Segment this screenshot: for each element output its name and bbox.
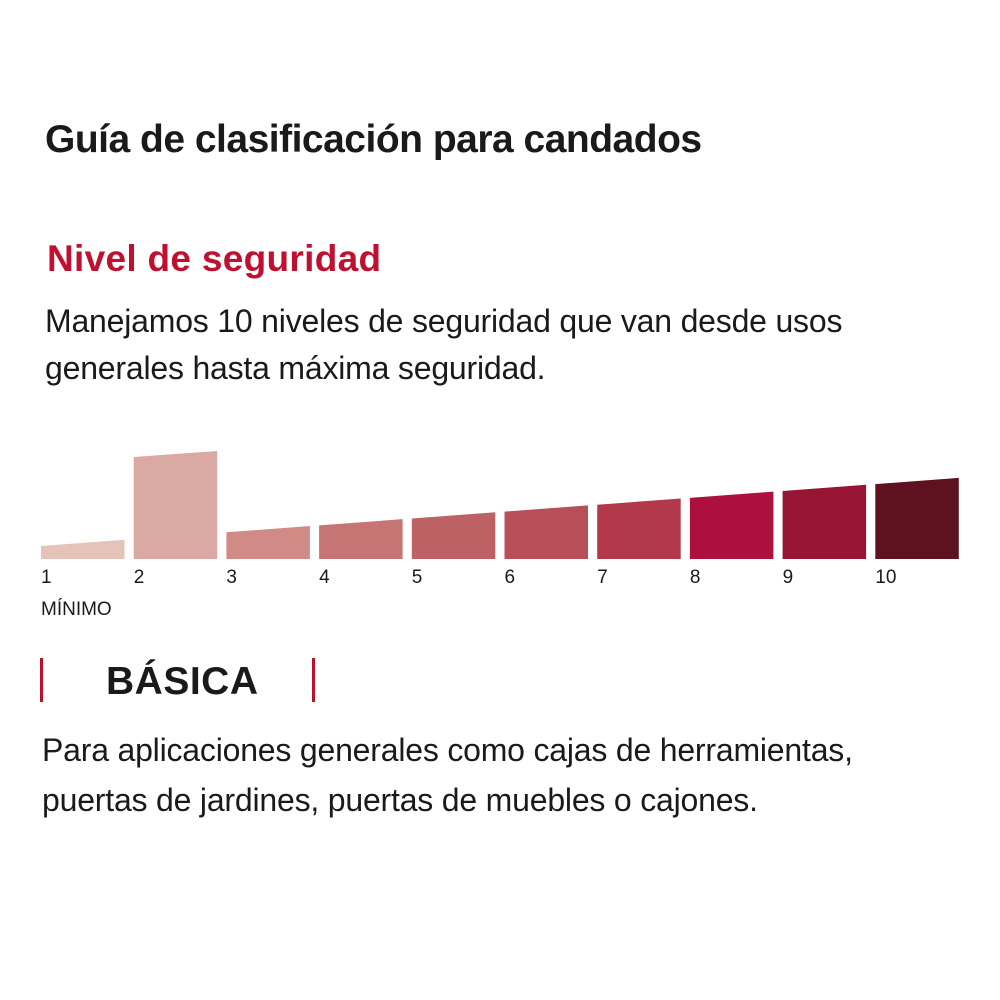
- tick-label: 4: [319, 567, 330, 588]
- tick-label: 5: [412, 567, 423, 588]
- description-line: generales hasta máxima seguridad.: [45, 350, 546, 386]
- bar-level-7: [597, 498, 681, 559]
- min-label: MÍNIMO: [41, 599, 112, 620]
- section-heading: Nivel de seguridad: [47, 238, 382, 279]
- level-label: BÁSICA: [40, 658, 316, 703]
- bar-level-9: [782, 484, 867, 559]
- tick-label: 6: [505, 567, 516, 588]
- page-title: Guía de clasificación para candados: [45, 118, 702, 161]
- description-line: Manejamos 10 niveles de seguridad que va…: [45, 303, 843, 339]
- tick-label: 2: [134, 567, 145, 588]
- description-line: puertas de jardines, puertas de muebles …: [42, 782, 758, 818]
- bar-level-8: [689, 491, 774, 559]
- bar-level-4: [319, 519, 403, 559]
- bar-level-10: [875, 477, 959, 559]
- bar-level-1: [41, 539, 125, 559]
- left-accent-bar: [40, 658, 43, 702]
- tick-label: 1: [41, 567, 52, 588]
- security-level-chart: 1 2 3 4 5 6 7 8 9 10 MÍNIMO: [41, 451, 959, 620]
- right-accent-bar: [312, 658, 315, 702]
- bar-level-5: [411, 512, 496, 559]
- description-line: Para aplicaciones generales como cajas d…: [42, 732, 853, 768]
- tick-label: 8: [690, 567, 701, 588]
- tick-label: 3: [226, 567, 237, 588]
- tick-label: 9: [783, 567, 794, 588]
- bar-level-2: [133, 451, 218, 559]
- level-name: BÁSICA: [106, 660, 259, 703]
- bar-level-3: [226, 526, 310, 559]
- bar-level-6: [504, 505, 588, 559]
- tick-label: 7: [597, 567, 608, 588]
- level-description: Para aplicaciones generales como cajas d…: [42, 725, 853, 825]
- tick-label: 10: [875, 567, 896, 588]
- section-description: Manejamos 10 niveles de seguridad que va…: [45, 298, 842, 392]
